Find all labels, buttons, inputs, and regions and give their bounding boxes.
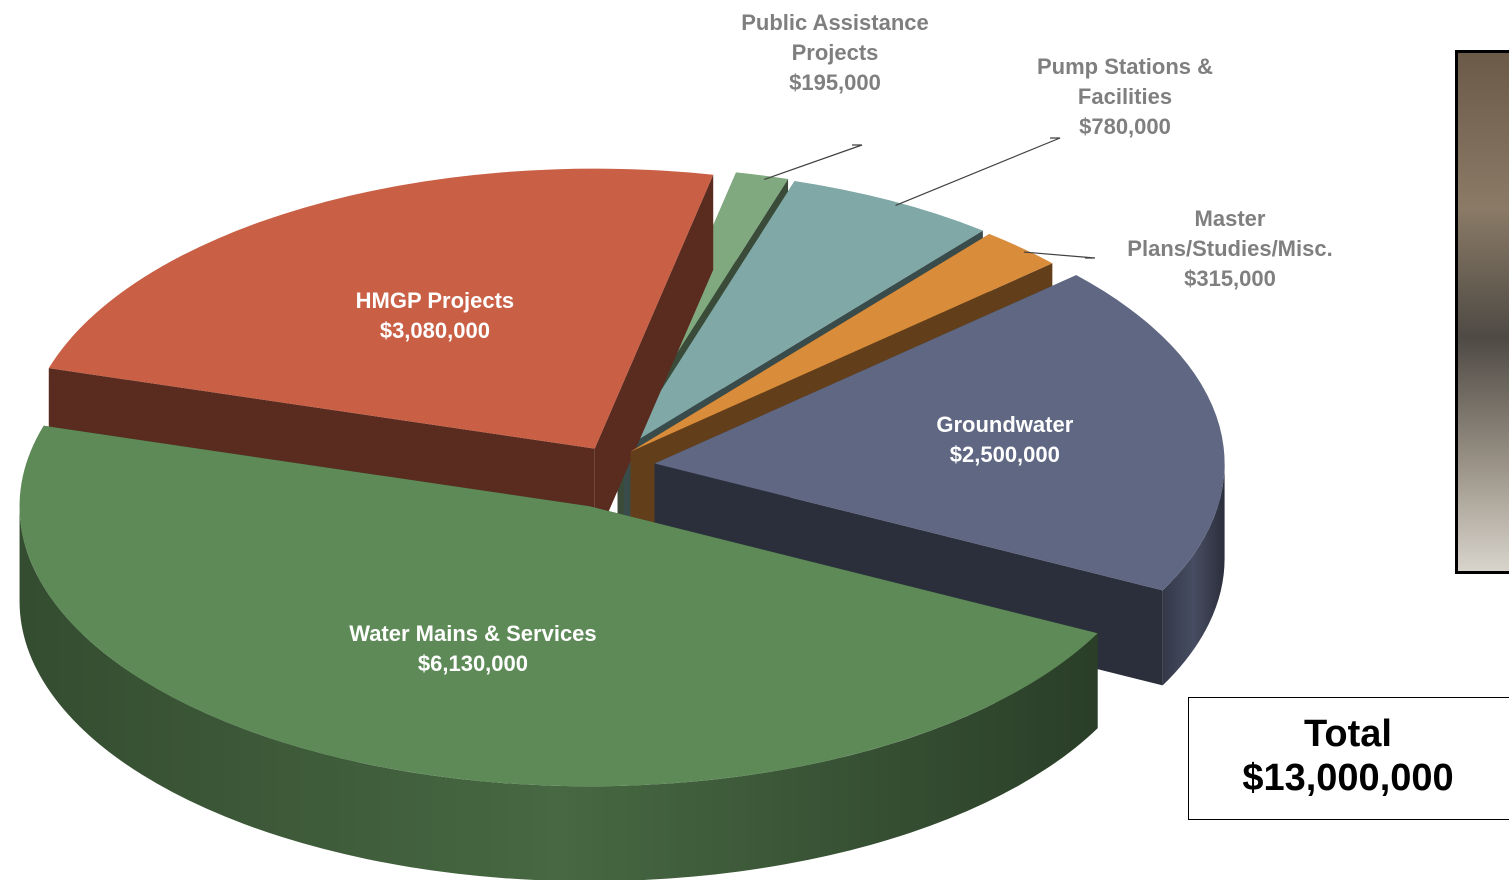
total-value: $13,000,000 xyxy=(1242,757,1454,799)
slice xyxy=(654,275,1225,591)
category-label: HMGP Projects xyxy=(355,288,515,314)
slice-wall xyxy=(19,506,1098,880)
slice-wall xyxy=(1162,463,1225,686)
slice-label: Public Assistance Projects $195,000 xyxy=(705,8,965,98)
slice-label: Groundwater $2,500,000 xyxy=(936,410,1073,470)
slice xyxy=(48,168,714,449)
category-label: Master Plans/Studies/Misc. xyxy=(1127,206,1333,261)
total-box: Total $13,000,000 xyxy=(1188,697,1509,820)
slice xyxy=(630,234,1053,452)
slice xyxy=(19,425,1098,787)
leader-line xyxy=(764,144,863,180)
value-label: $3,080,000 xyxy=(379,318,490,344)
category-label: Public Assistance Projects xyxy=(741,10,929,65)
category-label: Groundwater xyxy=(936,412,1074,438)
value-label: $195,000 xyxy=(789,70,881,95)
value-label: $780,000 xyxy=(1079,114,1171,139)
total-label: Total xyxy=(1304,713,1392,755)
slice xyxy=(624,180,983,449)
slice-side xyxy=(594,174,714,544)
leader-line xyxy=(895,137,1061,206)
value-label: $2,500,000 xyxy=(949,442,1060,468)
slice-label: HMGP Projects $3,080,000 xyxy=(356,286,515,346)
value-label: $6,130,000 xyxy=(417,651,528,677)
slice-label: Pump Stations & Facilities $780,000 xyxy=(995,52,1255,142)
photo xyxy=(1455,50,1509,574)
slice-label: Master Plans/Studies/Misc. $315,000 xyxy=(1100,204,1360,294)
category-label: Pump Stations & Facilities xyxy=(1036,54,1213,109)
category-label: Water Mains & Services xyxy=(349,621,597,647)
leader-line xyxy=(1023,251,1096,259)
slice-label: Water Mains & Services $6,130,000 xyxy=(349,619,596,679)
value-label: $315,000 xyxy=(1184,266,1276,291)
